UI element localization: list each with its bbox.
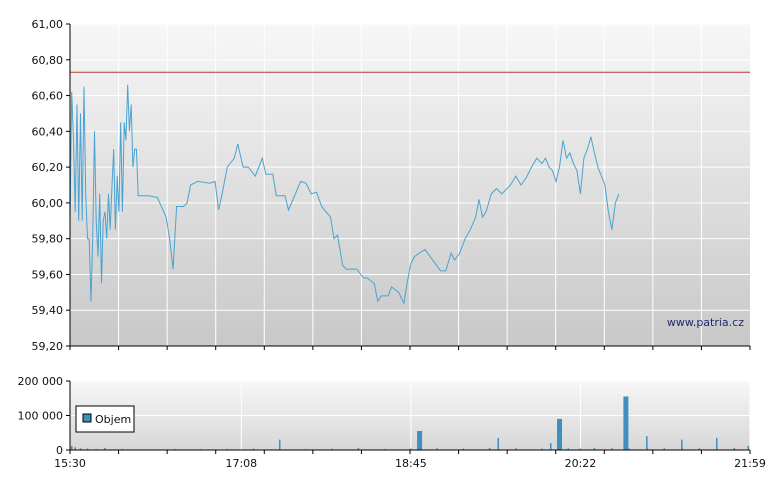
- volume-y-tick-label: 0: [56, 444, 63, 457]
- volume-bar: [331, 448, 333, 450]
- legend-swatch: [82, 413, 92, 423]
- volume-bar: [593, 447, 596, 450]
- volume-bar: [104, 447, 106, 450]
- price-y-tick-label: 61,00: [32, 18, 64, 31]
- volume-bars: [71, 396, 749, 450]
- volume-bar: [74, 447, 76, 450]
- x-tick-label: 17:08: [225, 457, 257, 470]
- volume-bar: [488, 447, 491, 450]
- legend-label: Objem: [95, 413, 131, 426]
- volume-y-tick-label: 100 000: [18, 410, 64, 423]
- watermark: www.patria.cz: [667, 316, 744, 329]
- volume-bar: [579, 448, 582, 450]
- volume-bar: [279, 439, 281, 450]
- volume-bar: [252, 448, 255, 450]
- volume-bar: [716, 437, 718, 450]
- price-grid: [70, 23, 750, 346]
- volume-bar: [515, 448, 517, 450]
- volume-bar: [436, 448, 438, 450]
- price-y-tick-label: 60,20: [32, 161, 64, 174]
- volume-x-ticks: 15:30 17:08 18:45 20:22 21:59: [54, 450, 766, 470]
- price-y-ticks: 59,20 59,40 59,60 59,80 60,00 60,20 60,40 60,60…: [32, 18, 70, 353]
- volume-bar: [646, 436, 648, 450]
- price-y-tick-label: 59,60: [32, 268, 64, 281]
- volume-bar: [71, 445, 73, 450]
- volume-bar: [86, 448, 89, 450]
- price-y-tick-label: 60,80: [32, 54, 64, 67]
- volume-bar: [733, 447, 735, 450]
- volume-bar: [550, 443, 552, 450]
- volume-y-tick-label: 200 000: [18, 375, 64, 388]
- x-tick-label: 15:30: [54, 457, 86, 470]
- price-x-ticks: [69, 346, 751, 350]
- price-y-tick-label: 59,20: [32, 340, 64, 353]
- volume-bar: [698, 448, 701, 450]
- volume-bar: [410, 448, 412, 450]
- volume-legend: Objem: [75, 405, 135, 433]
- price-y-tick-label: 60,00: [32, 197, 64, 210]
- volume-bar: [541, 448, 543, 450]
- volume-bar: [417, 431, 423, 450]
- price-series-line: [69, 84, 620, 305]
- volume-bar: [611, 448, 613, 450]
- volume-bar: [462, 448, 465, 450]
- x-tick-label: 18:45: [395, 457, 427, 470]
- volume-bar: [663, 448, 666, 450]
- volume-bar: [747, 445, 749, 450]
- volume-bar: [357, 447, 360, 450]
- price-y-tick-label: 59,40: [32, 304, 64, 317]
- volume-bar: [623, 396, 629, 450]
- volume-bar: [567, 448, 569, 450]
- price-y-tick-label: 60,60: [32, 90, 64, 103]
- price-y-tick-label: 59,80: [32, 233, 64, 246]
- volume-bar: [628, 448, 631, 450]
- price-y-tick-label: 60,40: [32, 125, 64, 138]
- volume-y-ticks: 0 100 000 200 000: [18, 375, 70, 457]
- volume-bar: [681, 439, 683, 450]
- volume-bar: [79, 448, 82, 450]
- volume-bar: [557, 418, 562, 450]
- volume-grid: [69, 380, 751, 450]
- volume-bar: [497, 437, 499, 450]
- x-tick-label: 21:59: [734, 457, 766, 470]
- x-tick-label: 20:22: [565, 457, 597, 470]
